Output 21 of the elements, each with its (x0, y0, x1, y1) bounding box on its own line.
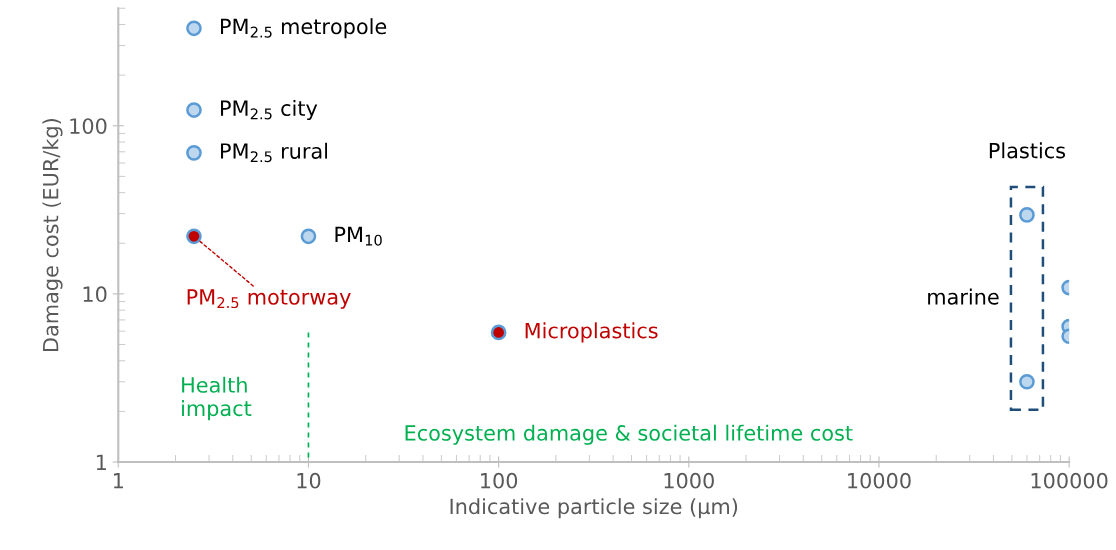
annotation: PM$_{2.5}$ metropole (221, 18, 387, 39)
annotation: PM$_{10}$ (335, 226, 382, 246)
x-tick-label: 100000 (1031, 472, 1108, 489)
annotation: Health impact (182, 376, 252, 421)
y-tick-label: 100 (70, 118, 107, 134)
annotation: Plastics (989, 142, 1066, 159)
x-tick-label: 10000 (848, 472, 911, 489)
x-tick-label: 100 (481, 472, 518, 489)
x-tick-label: 1 (113, 473, 123, 489)
annotation: PM$_{2.5}$ motorway (187, 289, 351, 309)
annotation: Microplastics (525, 322, 658, 343)
annotation: PM$_{2.5}$ city (221, 99, 318, 121)
y-axis-title: Damage cost (EUR/kg) (42, 119, 63, 351)
annotation: PM$_{2.5}$ rural (221, 142, 328, 163)
annotation: Ecosystem damage & societal lifetime cost (405, 424, 853, 445)
y-tick-label: 10 (83, 286, 107, 303)
annotation: marine (928, 288, 999, 305)
y-tick-label: 1 (96, 454, 106, 470)
x-axis-title: Indicative particle size (µm) (450, 498, 738, 519)
x-tick-label: 10 (297, 472, 321, 489)
x-tick-label: 1000 (664, 472, 714, 489)
